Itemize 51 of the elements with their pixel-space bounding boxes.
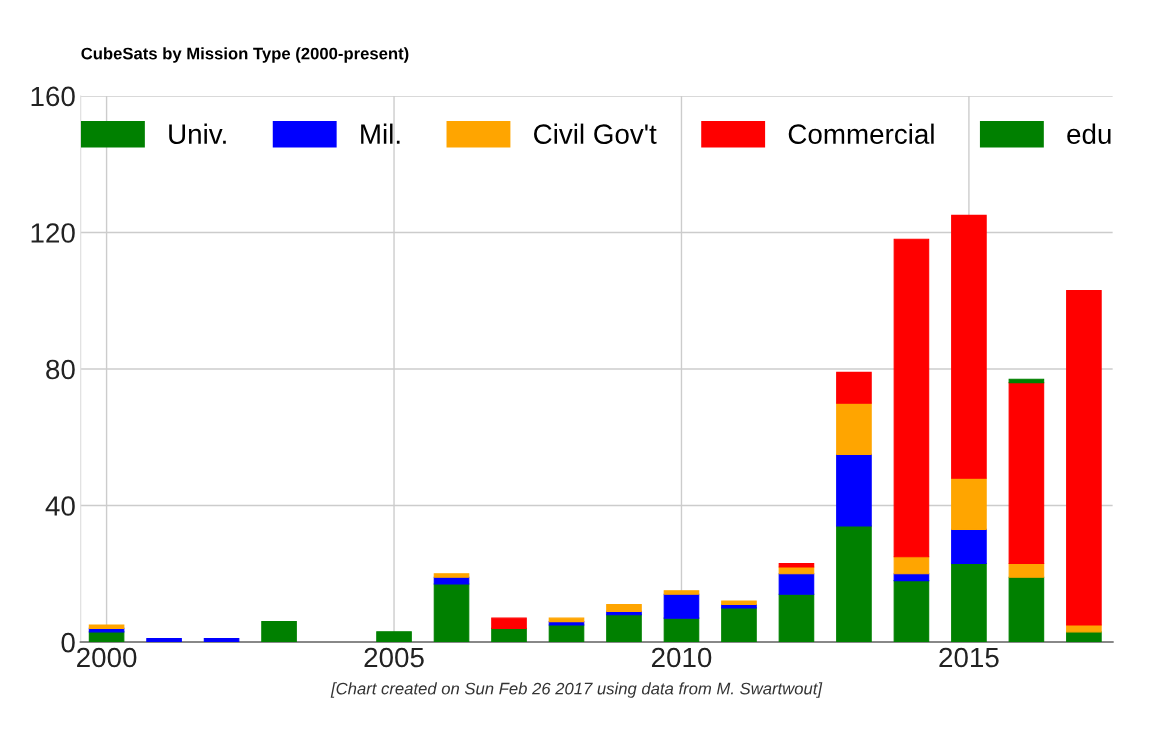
- bar: [261, 621, 297, 643]
- chart-title: CubeSats by Mission Type (2000-present): [81, 47, 409, 63]
- bar: [893, 556, 930, 575]
- bar: [1008, 382, 1045, 565]
- bar: [663, 590, 700, 595]
- y-tick-label: 0: [61, 632, 75, 653]
- legend-label: Univ.: [169, 123, 226, 144]
- legend-label: Mil.: [361, 123, 400, 144]
- bar: [433, 583, 470, 643]
- bar: [836, 453, 872, 527]
- bar: [663, 617, 700, 643]
- bar: [1008, 563, 1045, 578]
- bar: [951, 563, 987, 643]
- bar: [778, 593, 815, 643]
- bar: [836, 371, 872, 404]
- bar: [491, 627, 527, 643]
- bar: [88, 631, 125, 643]
- x-tick-label: 2000: [77, 647, 137, 668]
- bar: [778, 573, 815, 595]
- bar: [663, 593, 700, 619]
- y-tick-label: 80: [46, 359, 75, 380]
- text: [Chart created on Sun Feb 26 2017 using data from M. Swartwout]: [330, 682, 823, 698]
- bar: [778, 563, 815, 568]
- x-tick-label: 2015: [939, 647, 999, 668]
- bar: [951, 477, 987, 530]
- bar: [146, 638, 182, 643]
- y-tick-label: 40: [45, 496, 75, 516]
- bar: [893, 238, 930, 558]
- bar: [1066, 631, 1102, 643]
- bar: [951, 214, 987, 479]
- x-tick-label: 2005: [364, 647, 424, 668]
- bar: [951, 528, 987, 565]
- legend-label: Commercial: [788, 123, 934, 144]
- bar: [376, 631, 412, 643]
- bar: [836, 402, 872, 455]
- bar: [433, 573, 470, 578]
- bar: [721, 607, 757, 643]
- legend-label: Civil Gov't: [534, 123, 657, 144]
- bar: [88, 624, 125, 629]
- bar: [893, 580, 930, 643]
- y-tick-label: 120: [31, 223, 75, 243]
- legend-label: edu: [1067, 123, 1111, 144]
- bar: [606, 614, 642, 643]
- bar: [1066, 289, 1102, 626]
- bar: [491, 617, 527, 629]
- bar: [1008, 576, 1045, 643]
- x-tick-label: 2010: [651, 647, 712, 668]
- y-tick-label: 160: [31, 86, 75, 107]
- bar: [836, 525, 872, 643]
- bar: [203, 638, 240, 643]
- bar: [606, 603, 642, 612]
